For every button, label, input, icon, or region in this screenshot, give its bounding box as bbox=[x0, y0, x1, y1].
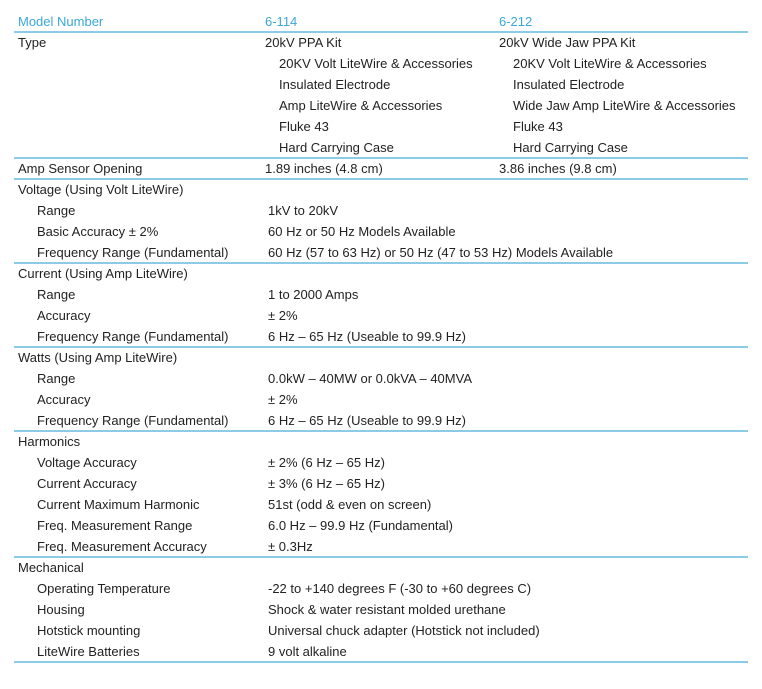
section-title: Voltage (Using Volt LiteWire) bbox=[18, 182, 184, 197]
row-value: 6 Hz – 65 Hz (Useable to 99.9 Hz) bbox=[268, 329, 466, 344]
row-value: 3.86 inches (9.8 cm) bbox=[499, 161, 617, 176]
row-label: Operating Temperature bbox=[37, 581, 171, 596]
divider bbox=[14, 157, 748, 159]
divider bbox=[14, 430, 748, 432]
divider bbox=[14, 346, 748, 348]
row-value: Shock & water resistant molded urethane bbox=[268, 602, 506, 617]
divider bbox=[14, 31, 748, 33]
row-label: Frequency Range (Fundamental) bbox=[37, 329, 229, 344]
row-value: Fluke 43 bbox=[513, 119, 563, 134]
row-label: Current Maximum Harmonic bbox=[37, 497, 200, 512]
row-label: Housing bbox=[37, 602, 85, 617]
row-value: 20kV Wide Jaw PPA Kit bbox=[499, 35, 636, 50]
row-label: Hotstick mounting bbox=[37, 623, 141, 638]
row-value: 6.0 Hz – 99.9 Hz (Fundamental) bbox=[268, 518, 453, 533]
row-value: Hard Carrying Case bbox=[513, 140, 628, 155]
divider bbox=[14, 661, 748, 663]
divider bbox=[14, 262, 748, 264]
row-label: LiteWire Batteries bbox=[37, 644, 140, 659]
row-label: Amp Sensor Opening bbox=[18, 161, 143, 176]
row-value: Universal chuck adapter (Hotstick not in… bbox=[268, 623, 540, 638]
section-title: Current (Using Amp LiteWire) bbox=[18, 266, 188, 281]
row-value: ± 2% (6 Hz – 65 Hz) bbox=[268, 455, 385, 470]
divider bbox=[14, 556, 748, 558]
row-label: Freq. Measurement Range bbox=[37, 518, 193, 533]
section-title: Watts (Using Amp LiteWire) bbox=[18, 350, 178, 365]
row-label: Freq. Measurement Accuracy bbox=[37, 539, 207, 554]
row-label: Basic Accuracy ± 2% bbox=[37, 224, 159, 239]
row-value: 1kV to 20kV bbox=[268, 203, 339, 218]
row-value: 9 volt alkaline bbox=[268, 644, 347, 659]
row-value: 6 Hz – 65 Hz (Useable to 99.9 Hz) bbox=[268, 413, 466, 428]
divider bbox=[14, 178, 748, 180]
row-label: Range bbox=[37, 287, 76, 302]
row-value: Insulated Electrode bbox=[279, 77, 391, 92]
row-label: Frequency Range (Fundamental) bbox=[37, 245, 229, 260]
header-cell: 6-212 bbox=[499, 14, 533, 29]
row-value: 1 to 2000 Amps bbox=[268, 287, 359, 302]
row-value: 20kV PPA Kit bbox=[265, 35, 342, 50]
row-label: Type bbox=[18, 35, 47, 50]
section-title: Mechanical bbox=[18, 560, 84, 575]
row-value: 0.0kW – 40MW or 0.0kVA – 40MVA bbox=[268, 371, 472, 386]
row-label: Accuracy bbox=[37, 392, 91, 407]
row-value: 20KV Volt LiteWire & Accessories bbox=[279, 56, 473, 71]
row-value: ± 3% (6 Hz – 65 Hz) bbox=[268, 476, 385, 491]
row-label: Current Accuracy bbox=[37, 476, 137, 491]
row-label: Frequency Range (Fundamental) bbox=[37, 413, 229, 428]
row-value: 60 Hz or 50 Hz Models Available bbox=[268, 224, 456, 239]
row-value: ± 2% bbox=[268, 392, 298, 407]
row-label: Accuracy bbox=[37, 308, 91, 323]
row-label: Range bbox=[37, 371, 76, 386]
row-value: 20KV Volt LiteWire & Accessories bbox=[513, 56, 707, 71]
row-label: Range bbox=[37, 203, 76, 218]
row-value: Amp LiteWire & Accessories bbox=[279, 98, 443, 113]
header-cell: 6-114 bbox=[265, 14, 298, 29]
row-value: Insulated Electrode bbox=[513, 77, 625, 92]
row-value: ± 0.3Hz bbox=[268, 539, 313, 554]
row-value: Hard Carrying Case bbox=[279, 140, 394, 155]
row-value: ± 2% bbox=[268, 308, 298, 323]
header-cell: Model Number bbox=[18, 14, 104, 29]
section-title: Harmonics bbox=[18, 434, 81, 449]
row-value: -22 to +140 degrees F (-30 to +60 degree… bbox=[268, 581, 532, 596]
row-value: Fluke 43 bbox=[279, 119, 329, 134]
row-value: 60 Hz (57 to 63 Hz) or 50 Hz (47 to 53 H… bbox=[268, 245, 614, 260]
row-value: 51st (odd & even on screen) bbox=[268, 497, 432, 512]
row-label: Voltage Accuracy bbox=[37, 455, 137, 470]
row-value: 1.89 inches (4.8 cm) bbox=[265, 161, 383, 176]
row-value: Wide Jaw Amp LiteWire & Accessories bbox=[513, 98, 736, 113]
